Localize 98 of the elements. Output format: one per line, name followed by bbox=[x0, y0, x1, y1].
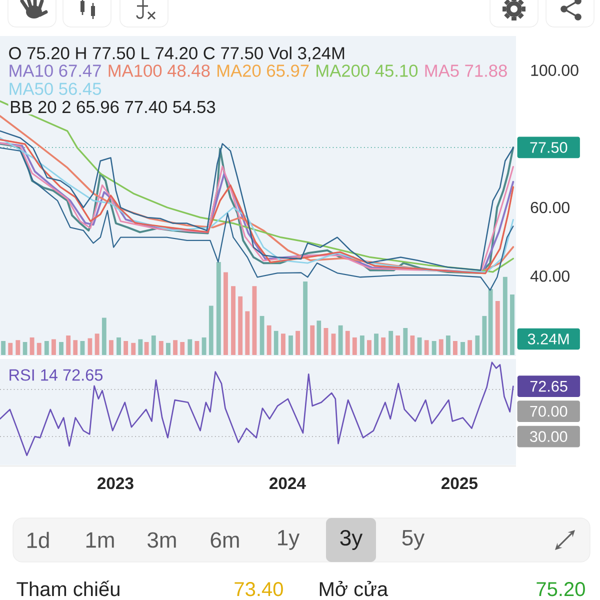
bar bbox=[303, 282, 308, 355]
bar bbox=[245, 311, 250, 355]
bar bbox=[22, 342, 28, 355]
bar bbox=[30, 337, 34, 355]
bar bbox=[310, 325, 315, 355]
bar bbox=[453, 341, 458, 355]
bar bbox=[52, 339, 56, 355]
bar bbox=[131, 342, 136, 355]
bar bbox=[296, 330, 300, 355]
bar bbox=[410, 335, 415, 355]
bar bbox=[367, 340, 372, 355]
bar bbox=[73, 340, 78, 355]
bar bbox=[173, 340, 178, 355]
bar bbox=[202, 337, 206, 355]
bar bbox=[331, 334, 336, 355]
y-tick-label: 60.00 bbox=[530, 202, 570, 214]
bar bbox=[403, 328, 408, 355]
bar bbox=[460, 342, 465, 355]
bar bbox=[502, 276, 508, 355]
bar bbox=[124, 341, 128, 355]
text: 3y bbox=[340, 530, 363, 550]
text: 75.20 bbox=[536, 582, 585, 596]
bar bbox=[424, 340, 429, 355]
bar bbox=[446, 335, 450, 355]
text: MA100 48.48 bbox=[108, 64, 210, 77]
bar bbox=[208, 306, 214, 355]
text: 1y bbox=[278, 530, 300, 550]
text: 1d bbox=[27, 532, 49, 548]
ref-line-label: 30.00 bbox=[530, 431, 568, 442]
annotation: BB 20 2 65.96 77.40 54.53 bbox=[11, 100, 216, 114]
text: MA5 71.88 bbox=[425, 64, 507, 77]
text: MA20 65.97 bbox=[218, 64, 309, 77]
x-tick-label: 2023 bbox=[98, 477, 134, 490]
bar bbox=[102, 318, 106, 355]
text: MA200 45.10 bbox=[316, 64, 418, 77]
bar bbox=[188, 339, 192, 355]
series-label: RSI 14 72.65 bbox=[10, 369, 103, 381]
y-tick-label: 40.00 bbox=[530, 270, 570, 282]
bar bbox=[438, 339, 444, 355]
bar bbox=[44, 341, 49, 355]
bar bbox=[138, 339, 143, 355]
bar bbox=[345, 330, 350, 355]
bar bbox=[224, 272, 228, 355]
bar bbox=[66, 335, 71, 355]
bar bbox=[488, 288, 493, 355]
bar bbox=[495, 301, 500, 355]
text: Mở cửa bbox=[320, 580, 388, 596]
ref-line-label: 70.00 bbox=[530, 406, 568, 417]
bar bbox=[180, 342, 185, 355]
bar bbox=[482, 316, 487, 355]
bar bbox=[116, 337, 121, 355]
text: 73.40 bbox=[234, 582, 283, 596]
bar bbox=[1, 341, 6, 355]
bar bbox=[324, 328, 328, 355]
bar bbox=[260, 316, 264, 355]
bar bbox=[381, 337, 386, 355]
bar bbox=[144, 342, 149, 355]
bar bbox=[468, 340, 472, 355]
text: 1m bbox=[86, 532, 114, 548]
text: Tham chiếu bbox=[16, 580, 120, 596]
bar bbox=[280, 334, 286, 355]
bar bbox=[94, 334, 100, 355]
bar bbox=[316, 320, 322, 355]
text: 5y bbox=[402, 530, 425, 550]
bar bbox=[374, 334, 378, 355]
bar bbox=[288, 335, 293, 355]
bar bbox=[158, 341, 164, 355]
bar bbox=[338, 325, 343, 355]
bar bbox=[510, 294, 514, 355]
bar bbox=[108, 340, 114, 355]
bar bbox=[216, 262, 221, 355]
bar bbox=[194, 341, 200, 355]
bar bbox=[80, 341, 85, 355]
text: 3m bbox=[148, 532, 176, 548]
bar bbox=[238, 296, 243, 355]
text: MA10 67.47 bbox=[10, 64, 101, 77]
bar bbox=[396, 335, 400, 355]
bar bbox=[252, 286, 257, 355]
y-tick-label: 100.00 bbox=[531, 64, 578, 76]
text: 3.24M bbox=[528, 334, 569, 344]
bar bbox=[475, 335, 480, 355]
bar bbox=[360, 335, 364, 355]
bar bbox=[151, 335, 156, 355]
ref-line-label: 77.50 bbox=[530, 142, 568, 153]
text: MA50 56.45 bbox=[10, 82, 102, 95]
bar bbox=[166, 342, 170, 355]
annotation: 72.65 bbox=[530, 380, 568, 392]
x-tick-label: 2024 bbox=[270, 477, 306, 490]
bar bbox=[266, 325, 272, 355]
bar bbox=[231, 286, 236, 355]
bar bbox=[352, 337, 357, 355]
bar bbox=[432, 341, 436, 355]
text: 6m bbox=[210, 532, 239, 548]
bar bbox=[16, 340, 20, 355]
annotation: O 75.20 H 77.50 L 74.20 C 77.50 Vol 3,24M bbox=[9, 46, 344, 62]
x-tick-label: 2025 bbox=[442, 477, 478, 490]
bar bbox=[59, 342, 64, 355]
bar bbox=[388, 330, 394, 355]
